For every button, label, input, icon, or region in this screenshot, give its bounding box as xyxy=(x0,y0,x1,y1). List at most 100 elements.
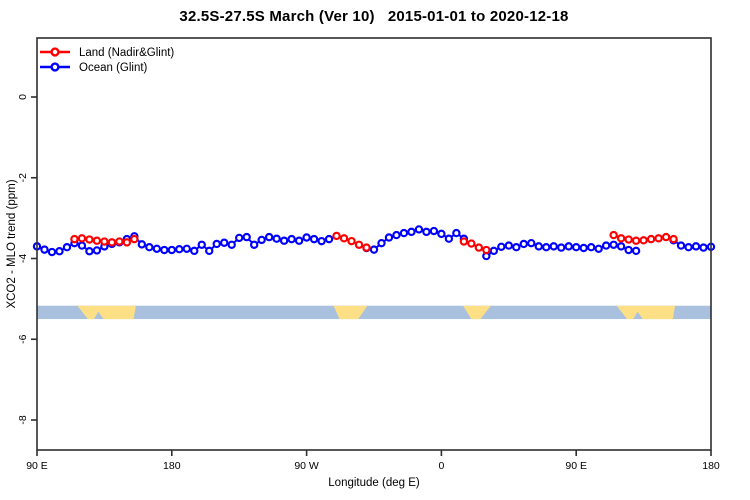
ocean-series-point xyxy=(527,238,536,248)
ocean-series-point xyxy=(684,242,693,252)
ocean-series xyxy=(32,225,716,261)
ocean-series-point xyxy=(414,225,424,234)
ocean-series-point xyxy=(624,245,633,255)
ocean-series-point xyxy=(145,242,154,252)
land-series-point xyxy=(339,234,349,243)
ocean-series-point xyxy=(512,242,521,252)
ocean-series-point xyxy=(489,246,499,256)
ocean-series-point xyxy=(579,243,588,253)
land-series-point xyxy=(130,234,139,244)
ocean-series-point xyxy=(287,234,296,244)
ocean-series-point xyxy=(676,241,686,250)
land-series-point xyxy=(609,230,618,240)
ocean-series-point xyxy=(691,242,701,251)
x-axis-title: Longitude (deg E) xyxy=(328,477,420,489)
ocean-series-point xyxy=(429,226,439,236)
land-series-point xyxy=(631,236,641,245)
y-tick-label: -4 xyxy=(17,254,29,263)
ocean-series-point xyxy=(631,246,641,256)
ocean-series-point xyxy=(534,242,543,251)
ocean-series-point xyxy=(572,242,581,252)
ocean-series-point xyxy=(182,244,191,254)
land-series-point xyxy=(639,236,648,245)
legend-marker xyxy=(50,47,60,57)
ocean-series-point xyxy=(40,245,49,254)
ocean-series-point xyxy=(369,245,379,254)
ocean-series-point xyxy=(594,244,603,254)
y-axis: 0 -2 -4 -6 -8 xyxy=(17,94,37,425)
land-series-point xyxy=(107,238,117,247)
ocean-series-point xyxy=(302,233,311,242)
land-series-point xyxy=(362,243,371,252)
land-series-point xyxy=(100,237,109,246)
ocean-series-point xyxy=(407,227,416,237)
ocean-series-point xyxy=(699,243,708,252)
ocean-series-point xyxy=(317,236,326,246)
land-series xyxy=(70,230,678,255)
ocean-series-point xyxy=(77,241,87,250)
ocean-series-point xyxy=(384,233,394,242)
x-axis: 90 E 180 90 W 0 90 E 180 xyxy=(26,450,720,472)
x-tick-label: 180 xyxy=(702,460,720,472)
ocean-series-point xyxy=(167,245,176,255)
legend-marker xyxy=(50,62,60,72)
plot-border xyxy=(36,37,712,451)
ocean-series-point xyxy=(197,240,206,249)
ocean-series-point xyxy=(497,242,506,251)
ocean-series-point xyxy=(205,246,214,256)
ocean-series-point xyxy=(437,229,446,239)
ocean-series-point xyxy=(324,234,334,244)
ocean-series-point xyxy=(399,228,409,238)
legend: Land (Nadir&Glint) Ocean (Glint) xyxy=(40,47,174,74)
land-series-point xyxy=(77,234,87,243)
land-series-point xyxy=(467,239,476,248)
ocean-series-point xyxy=(85,247,94,256)
land-series-point xyxy=(122,238,132,247)
land-series-point xyxy=(115,237,124,246)
land-series-point xyxy=(654,234,663,243)
land-strip-south-america xyxy=(333,305,368,320)
land-ocean-strip xyxy=(37,305,711,320)
ocean-series-point xyxy=(175,245,184,254)
land-series-point xyxy=(332,231,341,241)
y-tick-label: 0 xyxy=(17,94,29,100)
ocean-series-point xyxy=(519,239,528,249)
legend-label: Land (Nadir&Glint) xyxy=(79,47,174,59)
ocean-series-point xyxy=(294,236,304,245)
x-tick-label: 180 xyxy=(163,460,181,472)
land-series-point xyxy=(616,234,626,243)
ocean-series-point xyxy=(609,240,618,249)
x-tick-label: 90 E xyxy=(26,460,48,472)
land-series-point xyxy=(624,235,633,244)
ocean-series-point xyxy=(220,238,229,247)
land-strip-australia-repeat xyxy=(616,305,676,320)
ocean-series-point xyxy=(92,246,102,255)
ocean-series-point xyxy=(564,242,573,251)
land-strip-australia xyxy=(77,305,136,320)
chart-title: 32.5S-27.5S March (Ver 10) 2015-01-01 to… xyxy=(179,8,569,25)
ocean-series-point xyxy=(377,238,386,248)
ocean-series-point xyxy=(55,247,64,256)
ocean-series-point xyxy=(212,239,221,249)
ocean-series-point xyxy=(47,247,57,257)
ocean-series-point xyxy=(279,236,289,245)
land-series-point xyxy=(85,235,94,244)
legend-item-land: Land (Nadir&Glint) xyxy=(40,47,174,59)
ocean-series-point xyxy=(392,230,401,240)
land-series-point xyxy=(661,232,671,242)
ocean-series-point xyxy=(152,244,162,254)
ocean-series-point xyxy=(444,234,454,243)
land-series-point xyxy=(669,234,678,244)
land-series-point xyxy=(70,234,79,244)
ocean-series-point xyxy=(422,227,431,237)
legend-label: Ocean (Glint) xyxy=(79,62,148,74)
x-tick-label: 0 xyxy=(438,460,444,472)
land-series-point xyxy=(646,234,656,244)
ocean-series-point xyxy=(586,242,596,252)
y-axis-title: XCO2 - MLO trend (ppm) xyxy=(6,179,18,309)
land-series-point xyxy=(459,237,469,246)
ocean-series-point xyxy=(160,245,169,255)
x-tick-label: 90 W xyxy=(294,460,319,472)
ocean-series-point xyxy=(504,241,513,250)
